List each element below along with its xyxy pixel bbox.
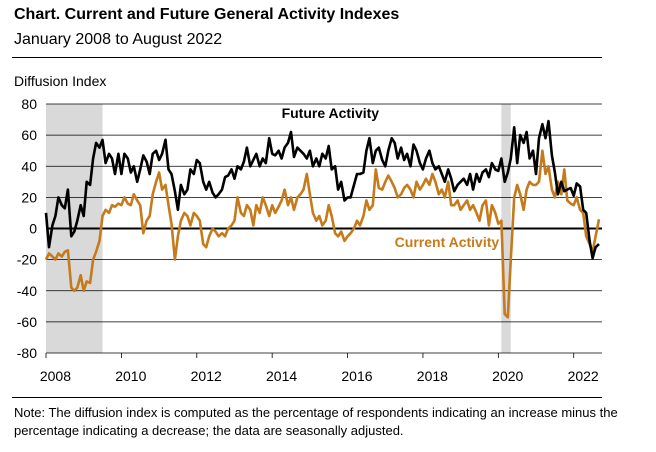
x-tick-label: 2010 (115, 368, 146, 384)
y-tick-label: -40 (17, 283, 37, 299)
y-tick-label: -60 (17, 314, 37, 330)
x-tick-label: 2008 (40, 368, 71, 384)
x-tick-label: 2020 (492, 368, 523, 384)
current-activity-line (44, 149, 601, 319)
x-tick-label: 2014 (266, 368, 297, 384)
x-tick-label: 2016 (341, 368, 372, 384)
x-tick-label: 2012 (191, 368, 222, 384)
y-tick-label: 40 (21, 158, 37, 174)
y-tick-label: -20 (17, 252, 37, 268)
y-tick-label: -80 (17, 345, 37, 361)
y-tick-label: 0 (29, 221, 37, 237)
series-annotations: Future Activity Current Activity (282, 105, 500, 250)
x-tick-labels: 2008 2010 2012 2014 2016 2018 2020 2022 (40, 353, 599, 384)
y-tick-label: 20 (21, 189, 37, 205)
future-activity-label: Future Activity (282, 105, 380, 121)
chart-title: Chart. Current and Future General Activi… (14, 6, 400, 23)
y-tick-label: 60 (21, 127, 37, 143)
y-tick-labels: 80 60 40 20 0 -20 -40 -60 -80 (17, 96, 37, 361)
bottom-divider (12, 397, 602, 398)
chart-subtitle: January 2008 to August 2022 (14, 31, 223, 48)
top-divider (12, 57, 602, 58)
series-lines (44, 119, 601, 319)
current-activity-label: Current Activity (395, 234, 500, 250)
x-tick-label: 2018 (417, 368, 448, 384)
y-axis-title: Diffusion Index (14, 73, 106, 89)
x-tick-label: 2022 (568, 368, 599, 384)
y-tick-label: 80 (21, 96, 37, 112)
chart-note: Note: The diffusion index is computed as… (14, 405, 618, 438)
future-activity-line (44, 119, 600, 260)
